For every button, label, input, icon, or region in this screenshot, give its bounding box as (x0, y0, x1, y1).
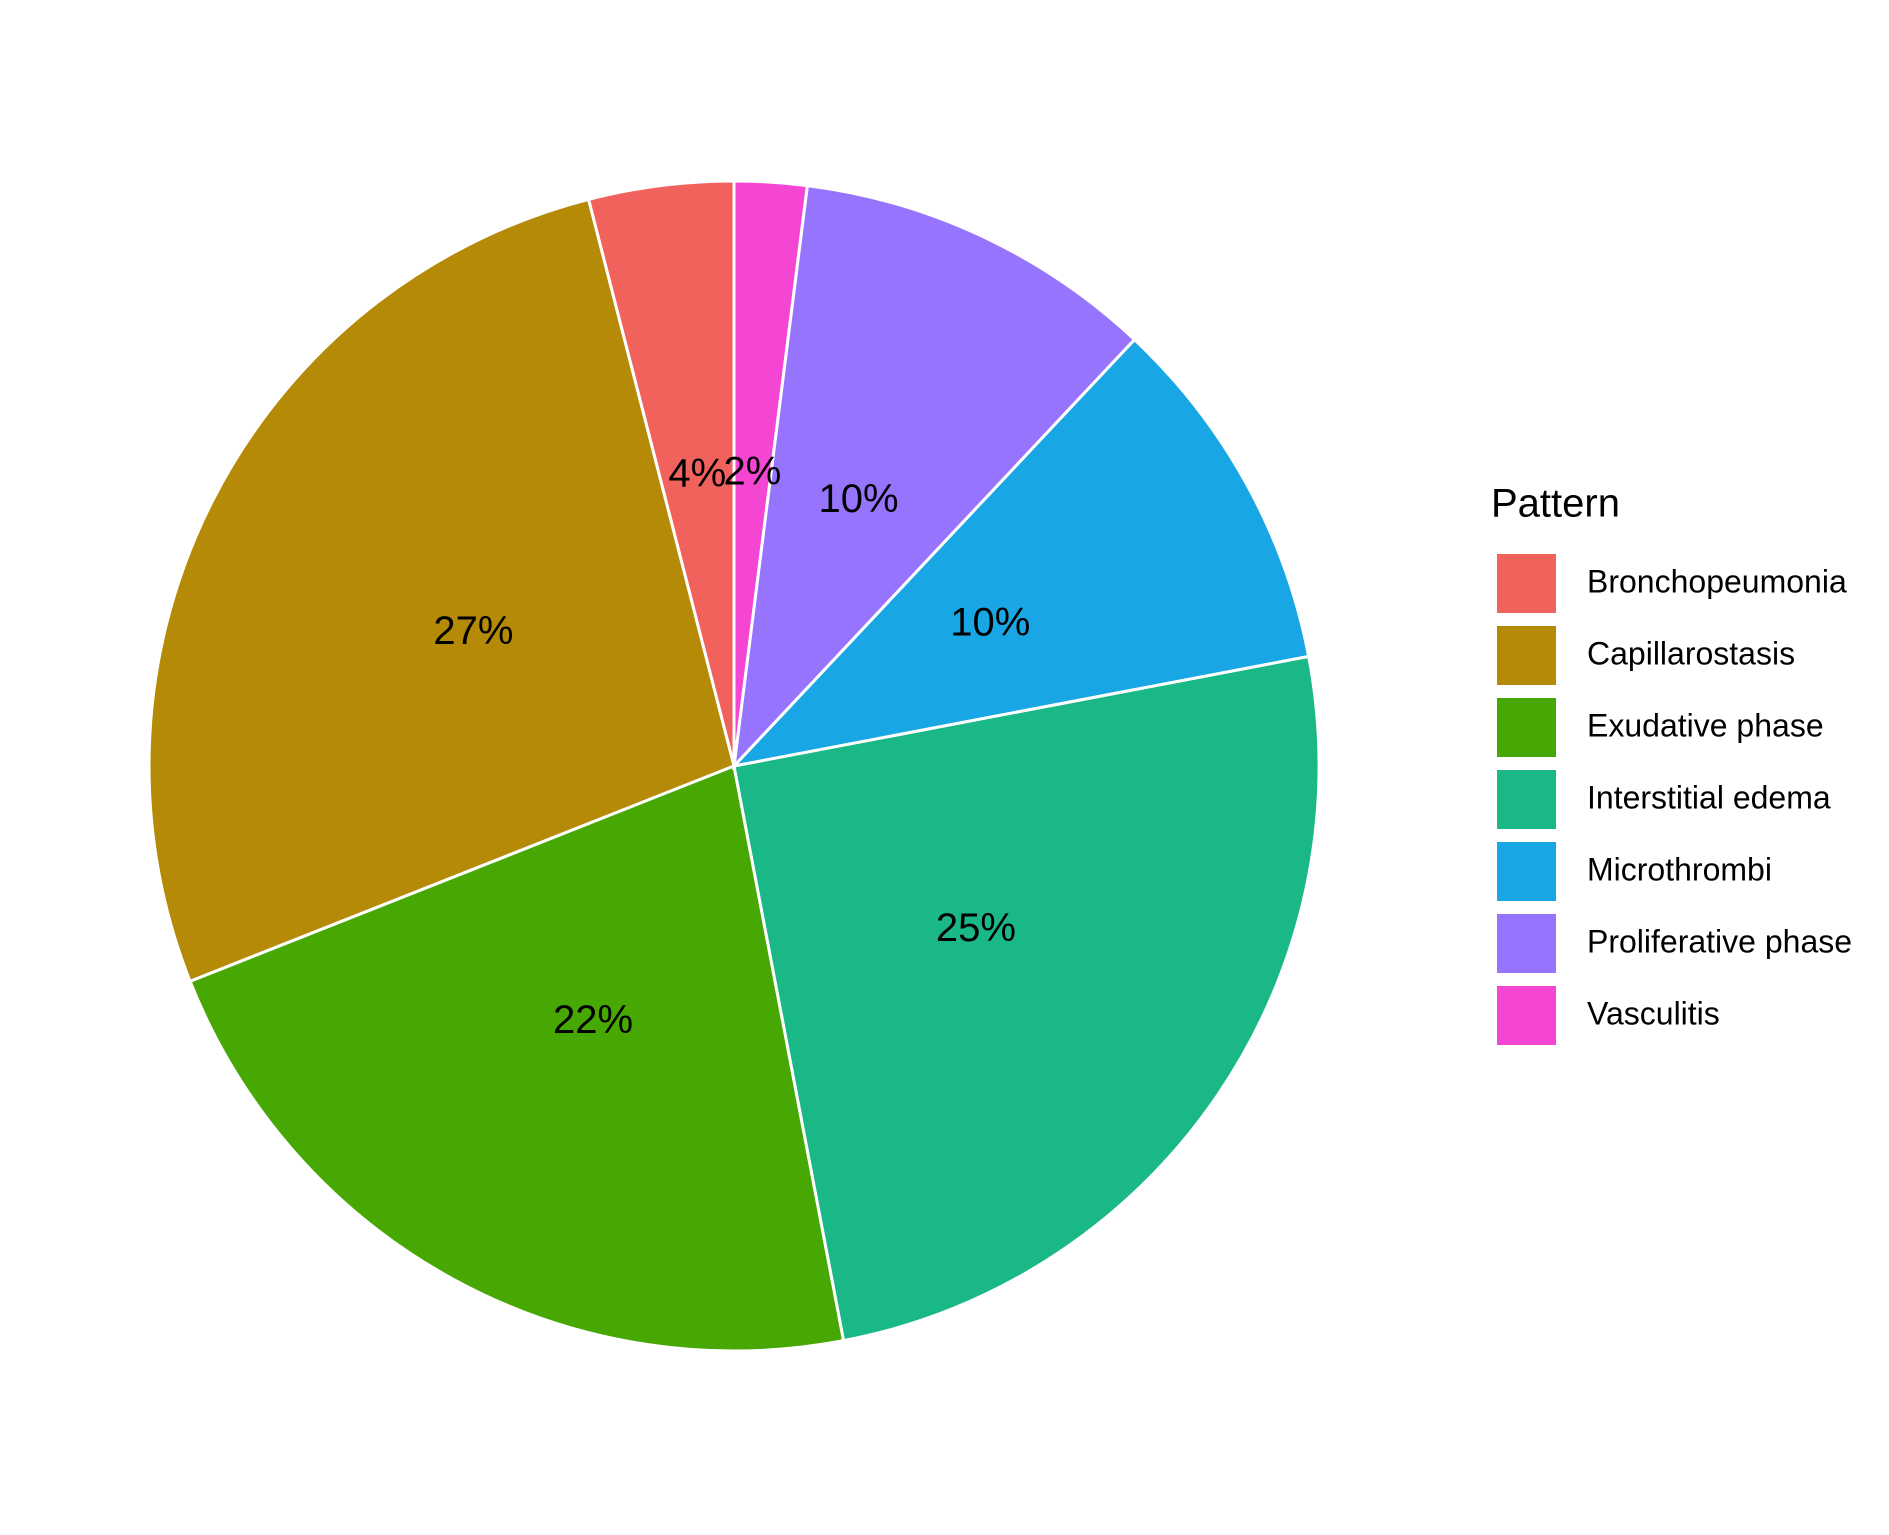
pie-slice (732, 179, 809, 767)
legend-label: Exudative phase (1587, 707, 1824, 743)
slice-label: 10% (950, 601, 1030, 645)
pie (147, 179, 1321, 1353)
legend-label: Capillarostasis (1587, 635, 1795, 671)
legend-key (1495, 912, 1558, 975)
legend: Pattern Bronchopeumonia Capillarostasis Ex… (1491, 482, 1852, 1047)
pie-slice (147, 197, 736, 984)
legend-key (1495, 984, 1558, 1047)
legend-title: Pattern (1491, 482, 1620, 526)
legend-key (1495, 552, 1558, 615)
pie-slice (729, 337, 1311, 769)
legend-label: Bronchopeumonia (1587, 563, 1847, 599)
slice-label: 10% (819, 477, 899, 521)
slice-labels: 4% 27% 22% 25% 10% 10% 2% (433, 450, 1030, 1042)
pie-slice (731, 183, 1137, 771)
slice-label: 2% (723, 450, 781, 494)
legend-key (1495, 624, 1558, 687)
slice-label: 22% (553, 998, 633, 1042)
legend-label: Microthrombi (1587, 851, 1772, 887)
slice-label: 27% (433, 609, 513, 653)
legend-label: Vasculitis (1587, 995, 1720, 1031)
pie-slice (732, 654, 1321, 1343)
legend-label: Proliferative phase (1587, 923, 1852, 959)
legend-label: Interstitial edema (1587, 779, 1831, 815)
pie-slice (188, 763, 846, 1353)
legend-key (1495, 768, 1558, 831)
legend-key (1495, 696, 1558, 759)
slice-label: 4% (668, 451, 726, 495)
legend-key (1495, 840, 1558, 903)
slice-label: 25% (936, 906, 1016, 950)
